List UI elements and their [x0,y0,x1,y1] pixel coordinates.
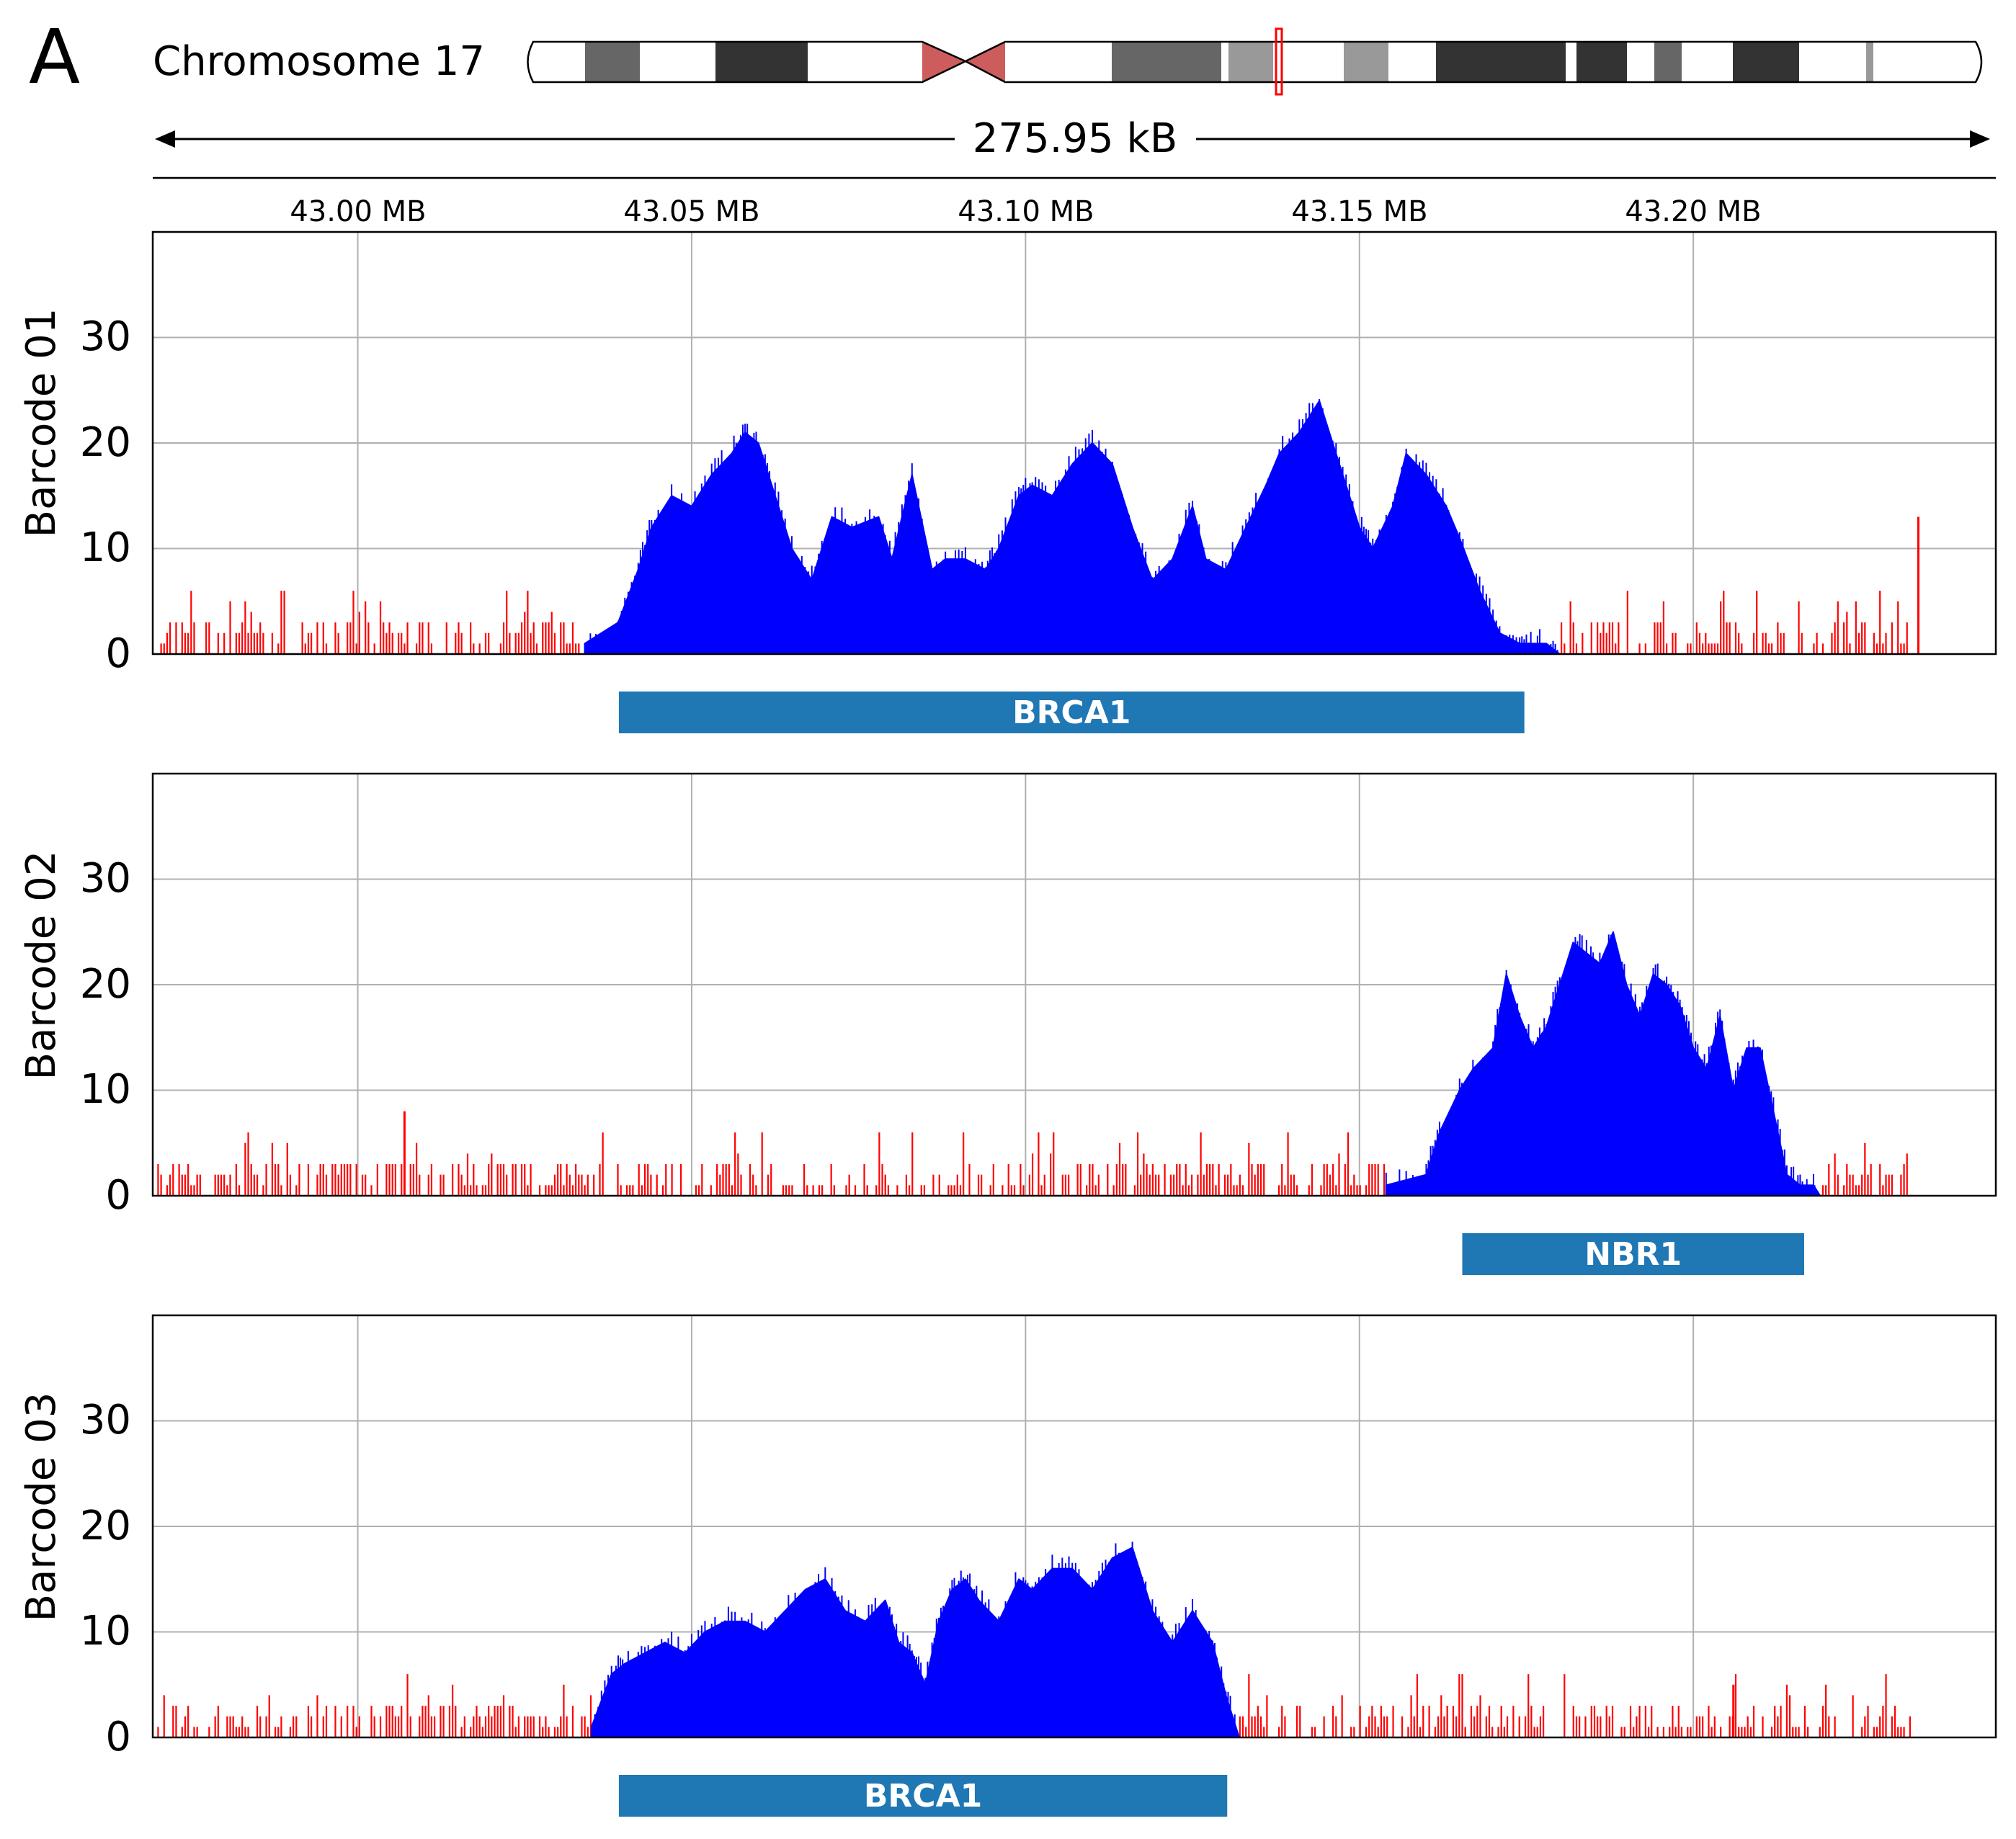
chromosome-ideogram [527,27,1983,96]
ideogram-band [1733,42,1799,82]
ideogram-band [1436,42,1566,82]
ideogram-band [1112,42,1221,82]
gene-annotation: BRCA1 [618,1775,1228,1817]
plot-area [151,231,1997,655]
y-tick-label: 10 [80,1608,131,1655]
gene-label: NBR1 [1584,1236,1682,1273]
ideogram-p-arm-outline [527,40,968,84]
gene-label: BRCA1 [864,1778,982,1815]
gene-label: BRCA1 [1012,694,1130,731]
y-tick-label: 20 [80,1503,131,1549]
plot-area [151,1314,1997,1739]
axis-tick-label: 43.05 MB [623,195,759,228]
gene-bar [618,692,1525,733]
y-tick-label: 30 [80,1397,131,1444]
y-tick-labels: 0 10 20 30 [80,855,131,1219]
ideogram-region-marker [1275,27,1283,96]
y-tick-labels: 0 10 20 30 [80,313,131,677]
y-axis-label: Barcode 02 [18,851,65,1080]
ideogram-centromere-p [922,42,965,82]
y-tick-label: 30 [80,313,131,360]
span-arrow: 275.95 kB [155,115,1990,162]
coverage-panel-barcode-01: Barcode 01 0 10 20 30 BRCA1 [18,231,1997,733]
chromosome-label: Chromosome 17 [153,38,485,85]
gene-annotation: NBR1 [1462,1233,1805,1275]
y-tick-label: 20 [80,961,131,1008]
ideogram-band [1576,42,1627,82]
ideogram-q-arm-outline [963,40,1983,84]
span-label: 275.95 kB [973,115,1178,162]
arrow-right-head [1970,130,1990,148]
y-tick-label: 0 [105,630,131,677]
coverage-panel-barcode-03: Barcode 03 0 10 20 30 BRCA1 [18,1314,1997,1817]
ideogram-band [1344,42,1388,82]
y-tick-label: 0 [105,1714,131,1760]
y-tick-label: 30 [80,855,131,902]
plot-frame [151,231,1997,655]
ideogram-centromere-q [965,42,1005,82]
y-tick-label: 10 [80,1066,131,1113]
ideogram-band [1228,42,1273,82]
gene-bar [1462,1233,1805,1275]
gene-annotation: BRCA1 [618,692,1525,733]
plot-frame [151,1314,1997,1739]
coverage-panel-barcode-02: Barcode 02 0 10 20 30 NBR1 [18,772,1997,1275]
axis-tick-label: 43.00 MB [290,195,426,228]
axis-tick-label: 43.15 MB [1291,195,1427,228]
y-tick-label: 10 [80,524,131,571]
ideogram-band [1866,42,1873,82]
plot-frame [151,772,1997,1197]
y-axis-label: Barcode 03 [18,1392,65,1622]
axis-tick-label: 43.10 MB [958,195,1094,228]
ideogram-band [585,42,640,82]
genomic-axis-ticks: 43.00 MB 43.05 MB 43.10 MB 43.15 MB 43.2… [290,195,1761,228]
panel-letter: A [29,13,80,101]
y-tick-labels: 0 10 20 30 [80,1397,131,1760]
axis-tick-label: 43.20 MB [1625,195,1761,228]
ideogram-band [1654,42,1682,82]
plot-area [151,772,1997,1197]
arrow-left-head [155,130,175,148]
y-tick-label: 0 [105,1172,131,1219]
y-axis-label: Barcode 01 [18,308,65,538]
gene-bar [618,1775,1228,1817]
y-tick-label: 20 [80,419,131,466]
ideogram-band [715,42,808,82]
